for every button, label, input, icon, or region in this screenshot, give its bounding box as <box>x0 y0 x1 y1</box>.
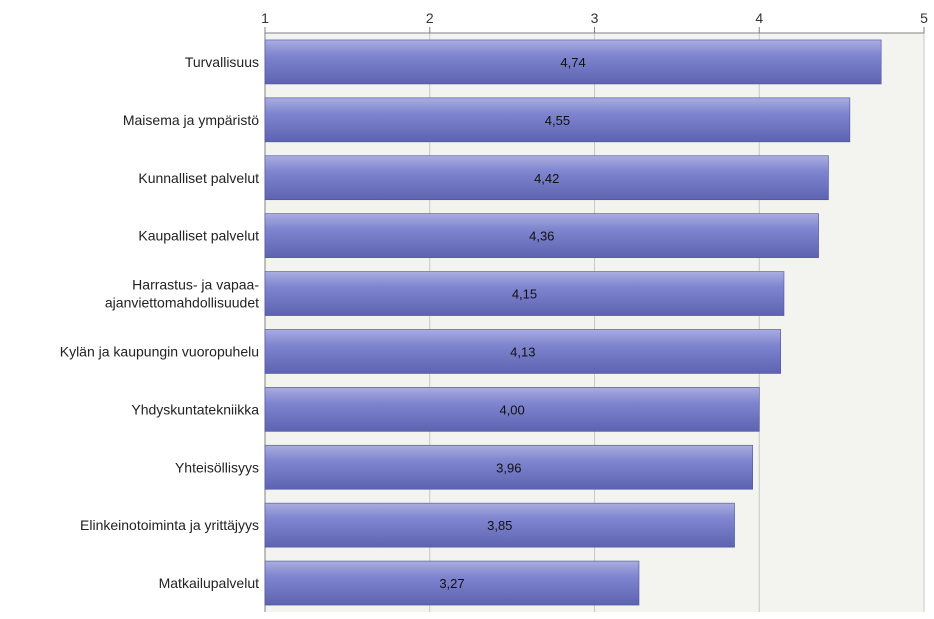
category-label-line: Turvallisuus <box>185 54 259 70</box>
category-label-line: Kaupalliset palvelut <box>138 228 259 244</box>
x-tick-label: 5 <box>920 10 928 26</box>
category-label: Elinkeinotoiminta ja yrittäjyys <box>80 517 259 533</box>
category-label-line: ajanviettomahdollisuudet <box>105 295 259 311</box>
x-tick-label: 4 <box>755 10 763 26</box>
category-label: Kunnalliset palvelut <box>138 170 259 186</box>
x-tick-label: 2 <box>426 10 434 26</box>
category-label-line: Yhdyskuntatekniikka <box>131 401 259 417</box>
data-label: 4,15 <box>512 287 537 302</box>
category-label: Harrastus- ja vapaa-ajanviettomahdollisu… <box>105 277 259 311</box>
category-label-line: Harrastus- ja vapaa- <box>132 277 259 293</box>
category-label: Kylän ja kaupungin vuoropuhelu <box>60 343 259 359</box>
category-label: Matkailupalvelut <box>159 575 259 591</box>
data-label: 3,85 <box>487 518 512 533</box>
x-tick-label: 3 <box>591 10 599 26</box>
category-label-line: Kunnalliset palvelut <box>138 170 259 186</box>
category-label-line: Yhteisöllisyys <box>175 459 259 475</box>
category-label: Yhteisöllisyys <box>175 459 259 475</box>
category-label: Turvallisuus <box>185 54 259 70</box>
data-label: 4,13 <box>510 344 535 359</box>
category-label: Kaupalliset palvelut <box>138 228 259 244</box>
category-label-line: Kylän ja kaupungin vuoropuhelu <box>60 343 259 359</box>
category-label: Maisema ja ympäristö <box>123 112 259 128</box>
data-label: 4,55 <box>545 113 570 128</box>
data-label: 3,96 <box>496 460 521 475</box>
x-tick-label: 1 <box>261 10 269 26</box>
data-label: 4,42 <box>534 171 559 186</box>
data-label: 4,36 <box>529 229 554 244</box>
category-label-line: Matkailupalvelut <box>159 575 259 591</box>
data-label: 4,00 <box>499 402 524 417</box>
category-labels: Turvallisuus Maisema ja ympäristö Kunnalli… <box>60 54 260 591</box>
category-label: Yhdyskuntatekniikka <box>131 401 259 417</box>
data-label: 3,27 <box>439 576 464 591</box>
category-label-line: Maisema ja ympäristö <box>123 112 259 128</box>
data-label: 4,74 <box>560 55 585 70</box>
category-label-line: Elinkeinotoiminta ja yrittäjyys <box>80 517 259 533</box>
